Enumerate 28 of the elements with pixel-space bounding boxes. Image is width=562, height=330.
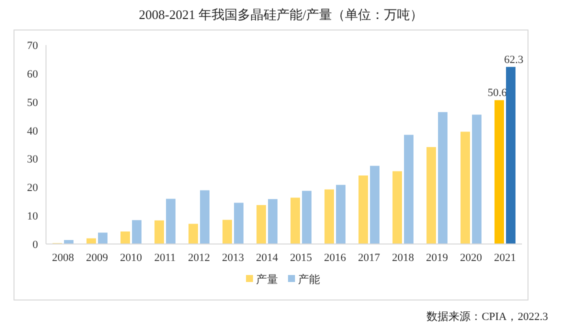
x-tick-label: 2021 <box>494 252 516 264</box>
x-tick-label: 2018 <box>392 252 414 264</box>
data-label: 62.3 <box>504 54 524 66</box>
y-tick-label: 20 <box>27 182 38 194</box>
y-tick-label: 0 <box>32 239 38 251</box>
data-label: 50.6 <box>488 87 508 100</box>
x-tick-label: 2010 <box>120 252 142 264</box>
y-tick-label: 40 <box>27 125 38 138</box>
x-tick-label: 2012 <box>188 252 210 264</box>
y-tick-label: 10 <box>27 210 38 223</box>
x-tick-label: 2019 <box>426 252 448 264</box>
source-note: 数据来源：CPIA，2022.3 <box>426 310 548 323</box>
x-tick-label: 2020 <box>460 252 482 264</box>
legend-label: 产能 <box>298 273 320 286</box>
legend-label: 产量 <box>256 273 278 286</box>
x-tick-label: 2009 <box>86 252 108 264</box>
x-tick-label: 2017 <box>358 252 380 264</box>
y-tick-label: 60 <box>27 68 38 80</box>
y-tick-label: 70 <box>27 40 38 52</box>
x-tick-label: 2014 <box>256 252 278 264</box>
y-tick-label: 30 <box>27 154 38 166</box>
x-tick-label: 2013 <box>222 252 244 264</box>
x-tick-label: 2011 <box>154 252 176 264</box>
x-tick-label: 2016 <box>324 252 346 264</box>
y-tick-label: 50 <box>27 96 38 109</box>
x-tick-label: 2015 <box>290 252 312 264</box>
title: 2008-2021 年我国多晶硅产能/产量（单位：万吨） <box>138 7 424 22</box>
x-tick-label: 2008 <box>52 252 74 264</box>
